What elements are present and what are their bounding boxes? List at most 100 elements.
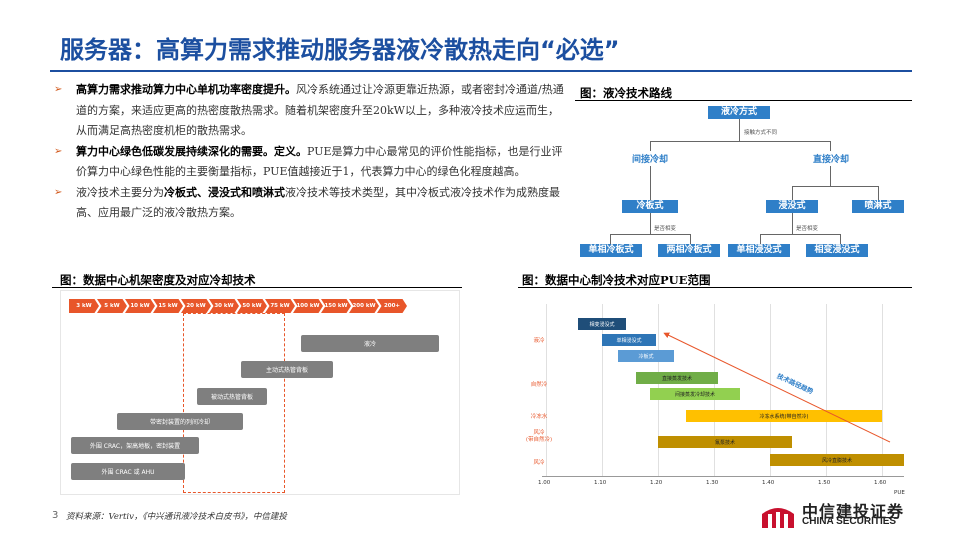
arrow-bullet-icon: ➢ xyxy=(54,186,63,198)
logo-emblem-icon xyxy=(762,508,794,528)
x-tick: 1.30 xyxy=(706,480,719,486)
tree-root: 液冷方式 xyxy=(708,106,770,119)
bullet-bold: 高算力需求推动算力中心单机功率密度提升。 xyxy=(76,83,296,96)
logo-text-en: CHINA SECURITIES xyxy=(802,516,897,527)
density-step: 150 kW xyxy=(321,299,351,313)
tree-connector xyxy=(690,234,691,244)
tree-connector xyxy=(792,186,878,187)
pue-bar: 相变浸没式 xyxy=(578,318,626,330)
tree-connector xyxy=(830,141,831,151)
pue-row-label: 风冷 (带自然冷) xyxy=(525,430,553,443)
bullet-bold: 算力中心绿色低碳发展持续深化的需要。定义。 xyxy=(76,144,307,158)
tree-connector xyxy=(760,234,761,244)
tree-connector xyxy=(792,213,793,234)
trend-arrow xyxy=(663,332,891,443)
bullet-text: 风冷系统通过让冷源更靠近热源，或者密封冷通道/热通道的方案，来适应更高的热密度散… xyxy=(76,83,564,137)
density-bar: 液冷 xyxy=(301,335,439,352)
bullet-text: 液冷技术等技术类型，其中冷板式液冷技术作为成熟度最高、应用最广泛的液冷散热方案。 xyxy=(76,185,560,220)
grid-line xyxy=(770,304,771,476)
bullet-list: ➢ 高算力需求推动算力中心单机功率密度提升。风冷系统通过让冷源更靠近热源，或者密… xyxy=(52,80,567,224)
x-tick: 1.00 xyxy=(538,480,551,486)
bullet-text: 液冷技术主要分为 xyxy=(76,185,164,199)
tree-connector xyxy=(760,234,840,235)
density-bar: 外围 CRAC 或 AHU xyxy=(71,463,185,480)
pue-row-label: 冷冻水 xyxy=(530,414,548,420)
tree-connector xyxy=(650,166,651,200)
density-steps: 3 kW 5 kW 10 kW 15 kW 20 kW 30 kW 50 kW … xyxy=(69,299,407,313)
liquid-cooling-tree: 液冷方式 接触方式不同 间接冷却 直接冷却 冷板式 浸没式 喷淋式 是否相变 是… xyxy=(570,100,915,265)
bullet-text: PUE是算力中心最常见的评价性能指标，也是行业评价算力中心绿色性能的主要衡量指标… xyxy=(76,144,563,179)
density-step: 200+ xyxy=(377,299,407,313)
density-bar: 带密封装置的列间冷却 xyxy=(117,413,243,430)
pue-row-label: 风冷 xyxy=(533,460,545,466)
density-bar: 主动式热管背板 xyxy=(241,361,333,378)
pue-bar: 氟泵技术 xyxy=(658,436,792,448)
tree-indirect: 间接冷却 xyxy=(632,155,669,165)
figure-label-tree: 图：液冷技术路线 xyxy=(580,86,672,100)
figure-rule xyxy=(575,100,912,101)
x-tick: 1.50 xyxy=(818,480,831,486)
density-step: 10 kW xyxy=(125,299,155,313)
tree-connector xyxy=(830,166,831,186)
arrow-bullet-icon: ➢ xyxy=(54,145,63,157)
density-step: 100 kW xyxy=(293,299,323,313)
tree-connector xyxy=(878,186,879,200)
tree-spray: 喷淋式 xyxy=(852,200,904,213)
tree-leaf: 单相浸没式 xyxy=(728,244,790,257)
density-step: 20 kW xyxy=(181,299,211,313)
density-step: 50 kW xyxy=(237,299,267,313)
density-bar: 被动式热管背板 xyxy=(197,388,267,405)
tree-connector xyxy=(650,141,830,142)
x-axis xyxy=(542,476,904,477)
arrow-bullet-icon: ➢ xyxy=(54,84,63,95)
logo-text-cn: 中信建投证券 xyxy=(802,502,905,521)
pue-bar: 冷板式 xyxy=(618,350,674,362)
pue-chart: 液冷 自然冷 冷冻水 风冷 (带自然冷) 风冷 相变浸没式 单相浸没式 冷板式 … xyxy=(520,290,915,502)
grid-line xyxy=(882,304,883,476)
density-step: 15 kW xyxy=(153,299,183,313)
figure-label-pue: 图：数据中心制冷技术对应PUE范围 xyxy=(522,273,711,287)
density-step: 3 kW xyxy=(69,299,99,313)
figure-rule xyxy=(52,287,462,288)
tree-connector xyxy=(739,119,740,141)
source-note: 资料来源：Vertiv，《中兴通讯液冷技术白皮书》，中信建投 xyxy=(66,512,287,522)
title-divider xyxy=(50,70,912,72)
grid-line xyxy=(826,304,827,476)
bullet-item-pue: ➢ 算力中心绿色低碳发展持续深化的需要。定义。PUE是算力中心最常见的评价性能指… xyxy=(52,142,567,183)
bullet-item-types: ➢ 液冷技术主要分为冷板式、浸没式和喷淋式液冷技术等技术类型，其中冷板式液冷技术… xyxy=(52,183,567,224)
tree-direct: 直接冷却 xyxy=(813,155,850,165)
tree-connector xyxy=(650,213,651,234)
tree-coldplate: 冷板式 xyxy=(622,200,678,213)
pue-bar: 风冷直膨技术 xyxy=(770,454,904,466)
x-tick: 1.20 xyxy=(650,480,663,486)
grid-line xyxy=(602,304,603,476)
tree-leaf: 相变浸没式 xyxy=(806,244,868,257)
tree-leaf: 两相冷板式 xyxy=(658,244,720,257)
page-number: 3 xyxy=(52,510,59,521)
tree-note: 是否相变 xyxy=(654,226,677,232)
density-chart: 3 kW 5 kW 10 kW 15 kW 20 kW 30 kW 50 kW … xyxy=(60,290,460,495)
company-logo: 中信建投证券 CHINA SECURITIES xyxy=(760,498,920,536)
page-title: 服务器：高算力需求推动服务器液冷散热走向“必选” xyxy=(60,36,620,64)
x-tick: 1.10 xyxy=(594,480,607,486)
tree-connector xyxy=(610,234,611,244)
figure-rule xyxy=(518,287,912,288)
tree-connector xyxy=(610,234,690,235)
tree-connector xyxy=(650,141,651,151)
density-step: 30 kW xyxy=(209,299,239,313)
pue-bar: 直接蒸发技术 xyxy=(636,372,718,384)
bullet-item-density: ➢ 高算力需求推动算力中心单机功率密度提升。风冷系统通过让冷源更靠近热源，或者密… xyxy=(52,80,567,142)
x-tick: 1.60 xyxy=(874,480,887,486)
pue-row-label: 自然冷 xyxy=(530,382,548,388)
bullet-bold: 冷板式、浸没式和喷淋式 xyxy=(164,185,285,199)
density-bar: 外围 CRAC，架高地板，密封装置 xyxy=(71,437,199,454)
tree-note: 接触方式不同 xyxy=(744,130,778,136)
pue-row-label: 液冷 xyxy=(533,338,545,344)
tree-leaf: 单相冷板式 xyxy=(580,244,642,257)
pue-bar: 间接蒸发冷却技术 xyxy=(650,388,740,400)
x-axis-label: PUE xyxy=(894,490,905,496)
density-step: 5 kW xyxy=(97,299,127,313)
grid-line xyxy=(546,304,547,476)
tree-connector xyxy=(792,186,793,200)
x-tick: 1.40 xyxy=(762,480,775,486)
